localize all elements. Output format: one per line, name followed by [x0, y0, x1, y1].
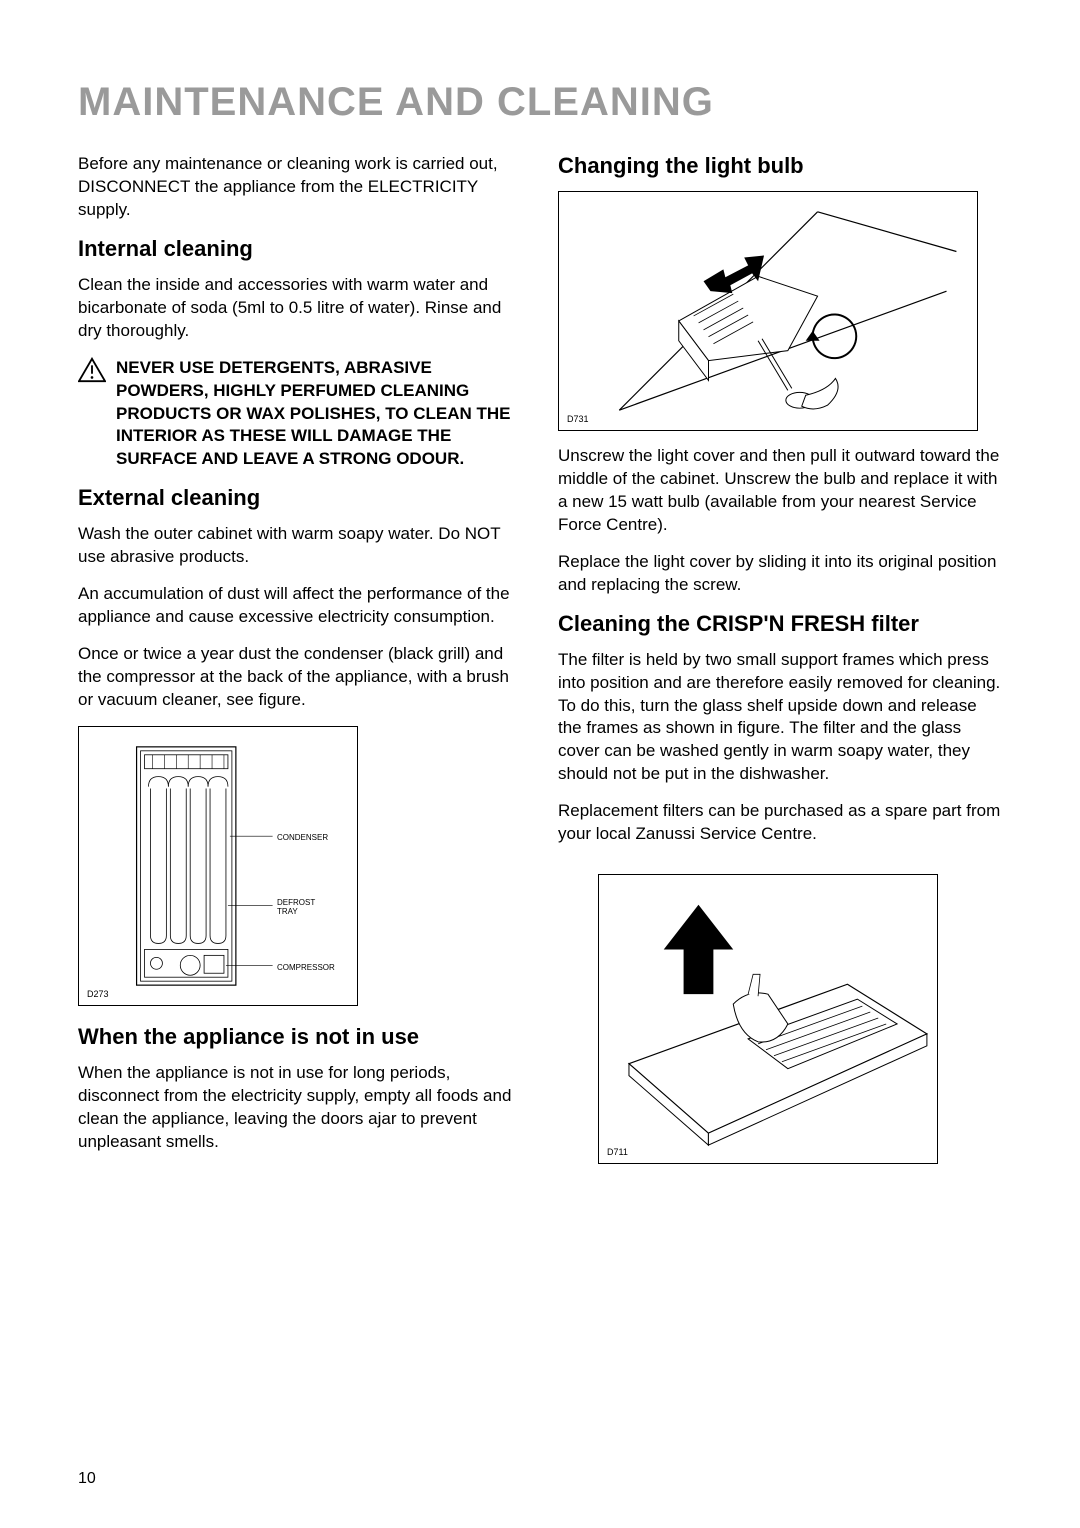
figure-label-d711: D711: [607, 1147, 628, 1157]
figure-label-d731: D731: [567, 414, 589, 424]
left-column: Before any maintenance or cleaning work …: [78, 153, 522, 1168]
right-column: Changing the light bulb: [558, 153, 1002, 1168]
warning-block: NEVER USE DETERGENTS, ABRASIVE POWDERS, …: [78, 357, 522, 472]
filter-p2: Replacement filters can be purchased as …: [558, 800, 1002, 846]
label-compressor: COMPRESSOR: [277, 963, 335, 972]
external-p1: Wash the outer cabinet with warm soapy w…: [78, 523, 522, 569]
page-number: 10: [78, 1470, 96, 1488]
figure-label-d273: D273: [87, 989, 109, 999]
not-in-use-text: When the appliance is not in use for lon…: [78, 1062, 522, 1154]
external-p2: An accumulation of dust will affect the …: [78, 583, 522, 629]
figure-d273: CONDENSER DEFROST TRAY COMPRESSOR D273: [78, 726, 358, 1006]
external-cleaning-heading: External cleaning: [78, 485, 522, 511]
filter-p1: The filter is held by two small support …: [558, 649, 1002, 787]
external-p3: Once or twice a year dust the condenser …: [78, 643, 522, 712]
figure-d731: D731: [558, 191, 978, 431]
bulb-p2: Replace the light cover by sliding it in…: [558, 551, 1002, 597]
warning-text: NEVER USE DETERGENTS, ABRASIVE POWDERS, …: [116, 357, 522, 472]
bulb-p1: Unscrew the light cover and then pull it…: [558, 445, 1002, 537]
warning-icon: [78, 357, 106, 472]
filter-heading: Cleaning the CRISP'N FRESH filter: [558, 611, 1002, 637]
label-defrost-tray: DEFROST TRAY: [277, 899, 327, 917]
not-in-use-heading: When the appliance is not in use: [78, 1024, 522, 1050]
figure-d711: D711: [598, 874, 938, 1164]
internal-cleaning-heading: Internal cleaning: [78, 236, 522, 262]
internal-cleaning-text: Clean the inside and accessories with wa…: [78, 274, 522, 343]
two-column-layout: Before any maintenance or cleaning work …: [78, 153, 1002, 1168]
light-bulb-heading: Changing the light bulb: [558, 153, 1002, 179]
label-condenser: CONDENSER: [277, 833, 328, 842]
intro-text: Before any maintenance or cleaning work …: [78, 153, 522, 222]
page-title: MAINTENANCE AND CLEANING: [78, 80, 1002, 125]
